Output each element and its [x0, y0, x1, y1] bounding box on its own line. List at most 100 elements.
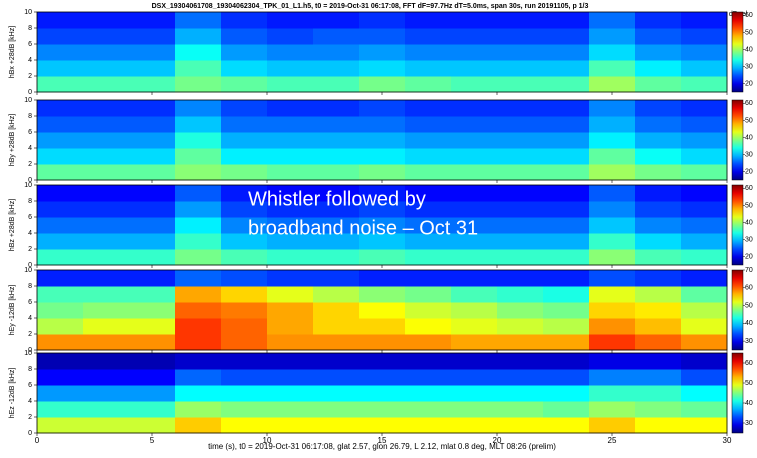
- heatmap-cell: [497, 44, 544, 61]
- heatmap-cell: [681, 164, 728, 181]
- heatmap-cell: [543, 132, 590, 149]
- heatmap-cell: [175, 28, 222, 45]
- heatmap-cell: [681, 217, 728, 234]
- y-tick-label: 2: [28, 246, 32, 253]
- heatmap-cell: [83, 185, 130, 202]
- heatmap-cell: [681, 385, 728, 402]
- heatmap-cell: [635, 28, 682, 45]
- heatmap-cell: [405, 385, 452, 402]
- heatmap-cell: [175, 385, 222, 402]
- heatmap-cell: [589, 201, 636, 218]
- heatmap-cell: [451, 249, 498, 266]
- heatmap-cell: [543, 270, 590, 287]
- annotation: Whistler followed by: [248, 188, 426, 210]
- heatmap-cell: [313, 44, 360, 61]
- heatmap-cell: [313, 270, 360, 287]
- heatmap-cell: [405, 369, 452, 386]
- heatmap-cell: [267, 401, 314, 418]
- heatmap-cell: [359, 385, 406, 402]
- heatmap-cell: [497, 286, 544, 303]
- heatmap-cell: [451, 318, 498, 335]
- heatmap-cell: [405, 148, 452, 165]
- y-axis-label: hBy +28dB [kHz]: [9, 114, 16, 166]
- heatmap-cell: [37, 148, 84, 165]
- heatmap-cell: [681, 249, 728, 266]
- heatmap-cell: [221, 302, 268, 319]
- y-tick-label: 10: [24, 350, 32, 357]
- heatmap-cell: [451, 369, 498, 386]
- heatmap-cell: [37, 286, 84, 303]
- heatmap-cell: [635, 369, 682, 386]
- heatmap-cell: [359, 417, 406, 434]
- heatmap-cell: [37, 318, 84, 335]
- heatmap-cell: [405, 100, 452, 117]
- colorbar-tick-label: 50: [745, 117, 753, 124]
- heatmap-cell: [543, 233, 590, 250]
- heatmap-cell: [175, 286, 222, 303]
- colorbar: [732, 270, 743, 350]
- heatmap-cell: [313, 369, 360, 386]
- heatmap-cell: [405, 132, 452, 149]
- heatmap-cell: [37, 353, 84, 370]
- heatmap-cell: [83, 100, 130, 117]
- heatmap-cell: [451, 60, 498, 77]
- heatmap-cell: [543, 249, 590, 266]
- heatmap-cell: [267, 164, 314, 181]
- heatmap-cell: [497, 334, 544, 351]
- heatmap-cell: [175, 132, 222, 149]
- heatmap-cell: [83, 201, 130, 218]
- heatmap-cell: [681, 353, 728, 370]
- heatmap-cell: [267, 369, 314, 386]
- heatmap-cell: [83, 164, 130, 181]
- heatmap-cell: [497, 12, 544, 29]
- heatmap-cell: [405, 76, 452, 93]
- y-tick-label: 4: [28, 230, 32, 237]
- heatmap-cell: [589, 385, 636, 402]
- heatmap-cell: [37, 334, 84, 351]
- heatmap-cell: [589, 148, 636, 165]
- colorbar-tick-label: 60: [745, 100, 753, 107]
- heatmap-cell: [497, 60, 544, 77]
- heatmap-cell: [589, 401, 636, 418]
- heatmap-cell: [497, 132, 544, 149]
- y-axis-label: hEy -12dB [kHz]: [9, 285, 16, 336]
- heatmap-cell: [175, 116, 222, 133]
- heatmap-cell: [543, 217, 590, 234]
- heatmap-cell: [267, 286, 314, 303]
- heatmap-cell: [543, 417, 590, 434]
- heatmap-cell: [589, 44, 636, 61]
- heatmap-cell: [681, 60, 728, 77]
- heatmap-cell: [313, 12, 360, 29]
- heatmap-cell: [451, 302, 498, 319]
- heatmap-cell: [635, 185, 682, 202]
- heatmap-cell: [83, 417, 130, 434]
- x-tick-label: 20: [493, 436, 502, 445]
- heatmap-cell: [405, 60, 452, 77]
- heatmap-cell: [497, 401, 544, 418]
- heatmap-cell: [129, 164, 176, 181]
- heatmap-cell: [175, 369, 222, 386]
- heatmap-cell: [497, 249, 544, 266]
- heatmap-cell: [83, 369, 130, 386]
- heatmap-cell: [635, 12, 682, 29]
- heatmap-cell: [129, 318, 176, 335]
- heatmap-cell: [451, 385, 498, 402]
- heatmap-cell: [589, 100, 636, 117]
- y-tick-label: 2: [28, 331, 32, 338]
- colorbar-tick-label: 50: [745, 380, 753, 387]
- heatmap-cell: [405, 334, 452, 351]
- heatmap-cell: [497, 217, 544, 234]
- heatmap-cell: [359, 12, 406, 29]
- y-tick-label: 8: [28, 283, 32, 290]
- heatmap-cell: [497, 148, 544, 165]
- heatmap-cell: [175, 100, 222, 117]
- heatmap-cell: [589, 132, 636, 149]
- colorbar: [732, 100, 743, 180]
- heatmap-cell: [37, 60, 84, 77]
- heatmap-cell: [543, 44, 590, 61]
- heatmap-cell: [175, 185, 222, 202]
- heatmap-cell: [451, 417, 498, 434]
- heatmap-cell: [543, 28, 590, 45]
- heatmap-cell: [221, 100, 268, 117]
- heatmap-cell: [221, 132, 268, 149]
